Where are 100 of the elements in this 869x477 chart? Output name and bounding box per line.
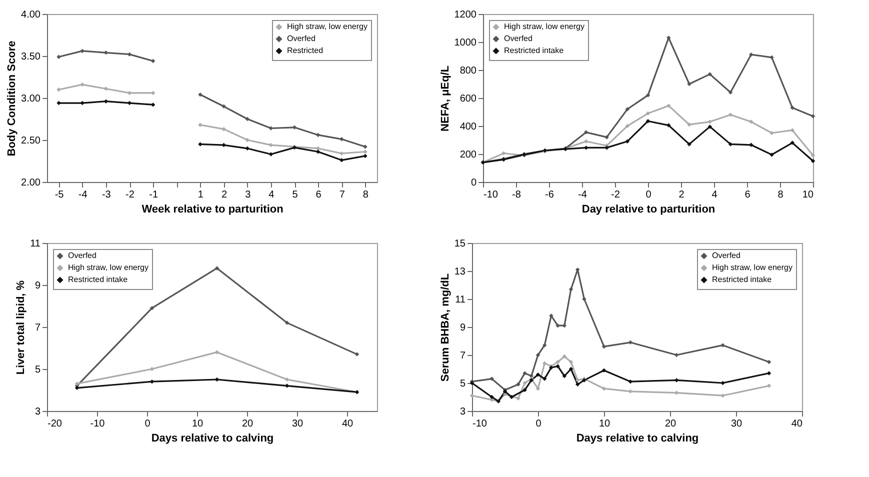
y-tick-label: 13	[454, 266, 466, 278]
point	[56, 87, 61, 92]
point	[749, 52, 754, 57]
x-tick-label: 0	[646, 190, 652, 200]
legend-label: Overfed	[504, 34, 532, 43]
y-tick-label: 9	[34, 280, 41, 292]
x-tick-label: 6	[744, 190, 751, 200]
y-tick-label: 800	[460, 66, 477, 76]
x-tick-label: 40	[791, 418, 803, 430]
point	[340, 137, 344, 142]
x-tick-label: 5	[292, 190, 298, 200]
point	[770, 152, 774, 157]
point	[502, 151, 506, 156]
point	[646, 111, 650, 116]
y-tick-label: 400	[460, 122, 477, 132]
point	[708, 120, 712, 124]
point	[708, 72, 712, 76]
y-axis-title: Serum BHBA, mg/dL	[439, 273, 452, 382]
x-axis-title: Week relative to parturition	[142, 204, 284, 216]
y-tick-label: 3.50	[21, 52, 41, 62]
point	[316, 132, 320, 138]
x-tick-label: 10	[802, 190, 814, 200]
x-tick-label: 0	[536, 418, 542, 430]
point	[363, 150, 368, 154]
x-tick-label: -5	[54, 190, 64, 200]
point	[625, 139, 630, 144]
point	[198, 122, 202, 127]
y-tick-label: 3	[460, 406, 466, 418]
point	[749, 120, 754, 124]
point	[625, 107, 630, 112]
legend-label: Overfed	[68, 251, 96, 260]
y-tick-label: 1200	[454, 10, 477, 20]
point	[584, 130, 588, 134]
x-tick-label: 30	[292, 418, 304, 430]
x-tick-label: 2	[678, 190, 685, 200]
y-axis-title: NEFA, μEq/L	[439, 65, 452, 132]
x-tick-label: 6	[316, 190, 322, 200]
point	[340, 158, 344, 162]
x-tick-label: 1	[198, 190, 204, 200]
x-axis-title: Day relative to parturition	[582, 204, 716, 216]
x-axis-title: Days relative to calving	[151, 432, 274, 444]
y-tick-label: 3	[34, 406, 41, 418]
x-tick-label: 4	[268, 190, 275, 200]
point	[604, 135, 609, 140]
x-tick-label: 10	[192, 418, 204, 430]
y-tick-label: 15	[454, 238, 466, 250]
y-tick-label: 9	[460, 322, 466, 334]
y-tick-label: 2.50	[21, 136, 41, 146]
x-tick-label: -2	[126, 190, 135, 200]
point	[810, 158, 816, 164]
y-tick-label: 5	[34, 364, 41, 376]
legend-label: Restricted intake	[68, 275, 128, 284]
x-tick-label: -1	[149, 190, 158, 200]
point	[363, 144, 368, 149]
legend-label: High straw, low energy	[712, 263, 792, 272]
point	[80, 82, 84, 87]
x-tick-label: 30	[730, 418, 742, 430]
point	[80, 100, 84, 106]
point	[150, 58, 156, 64]
x-tick-label: -4	[578, 190, 588, 200]
point	[150, 366, 154, 372]
point	[584, 139, 588, 144]
y-tick-label: 11	[30, 238, 41, 250]
point	[790, 140, 794, 145]
x-tick-label: -2	[611, 190, 620, 200]
legend-label: High straw, low energy	[68, 263, 148, 272]
x-tick-label: -3	[102, 190, 112, 200]
legend-label: High straw, low energy	[504, 22, 584, 31]
point	[810, 153, 816, 158]
y-tick-label: 0	[470, 178, 477, 188]
x-tick-label: 3	[245, 190, 252, 200]
y-tick-label: 7	[460, 350, 466, 362]
y-tick-label: 1000	[454, 38, 477, 48]
point	[749, 142, 754, 148]
x-tick-label: -6	[545, 190, 554, 200]
x-tick-label: -20	[48, 418, 62, 430]
y-tick-label: 7	[34, 322, 41, 334]
point	[245, 146, 250, 151]
legend-label: High straw, low energy	[287, 22, 368, 31]
point	[728, 90, 733, 95]
point	[666, 104, 671, 108]
y-tick-label: 3.00	[21, 94, 41, 104]
x-tick-label: 40	[342, 418, 354, 430]
y-tick-label: 2.00	[21, 178, 41, 188]
x-tick-label: -10	[90, 418, 106, 430]
point	[222, 104, 226, 109]
y-tick-label: 200	[460, 150, 477, 160]
point	[790, 106, 794, 110]
x-tick-label: 20	[664, 418, 676, 430]
y-axis-title: Body Condition Score	[6, 40, 18, 156]
point	[150, 306, 154, 310]
legend-label: Restricted intake	[504, 46, 564, 55]
x-tick-label: 4	[712, 190, 718, 200]
legend-label: Restricted intake	[712, 275, 772, 284]
point	[292, 125, 297, 130]
legend-label: Overfed	[287, 34, 316, 43]
x-tick-label: -8	[512, 190, 522, 200]
x-axis-title: Days relative to calving	[576, 432, 699, 444]
point	[80, 48, 84, 54]
y-axis-title: Liver total lipid, %	[15, 280, 28, 375]
